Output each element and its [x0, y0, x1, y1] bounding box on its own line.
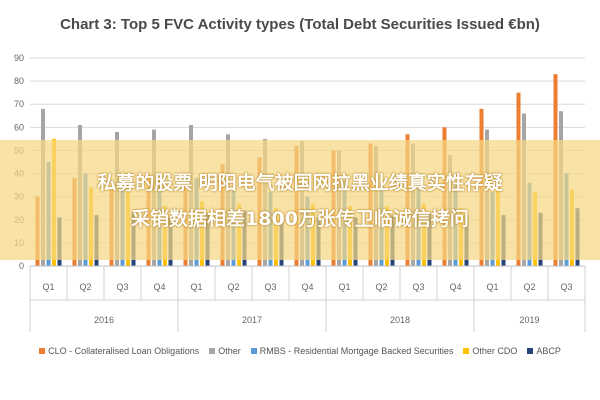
legend-label: Other: [218, 346, 241, 356]
x-tick-label: Q3: [560, 282, 572, 292]
x-group-label: 2018: [390, 315, 410, 325]
legend-swatch: [39, 348, 46, 354]
overlay-headline-line-1: 私募的股票 明阳电气被国网拉黑业绩真实性存疑: [97, 172, 503, 194]
y-tick-label: 80: [14, 76, 24, 86]
x-group-label: 2016: [94, 315, 114, 325]
x-tick-label: Q4: [153, 282, 165, 292]
x-tick-label: Q2: [227, 282, 239, 292]
x-group-label: 2017: [242, 315, 262, 325]
legend-label: Other CDO: [472, 346, 518, 356]
x-tick-label: Q1: [190, 282, 202, 292]
overlay-banner: 私募的股票 明阳电气被国网拉黑业绩真实性存疑 采销数据相差1800万张传卫临诚信…: [0, 140, 600, 260]
legend-item: RMBS - Residential Mortgage Backed Secur…: [250, 346, 454, 356]
x-tick-label: Q3: [412, 282, 424, 292]
legend-item: CLO - Collateralised Loan Obligations: [39, 346, 199, 356]
legend-item: ABCP: [527, 346, 561, 356]
chart-legend: CLO - Collateralised Loan Obligations Oth…: [0, 346, 600, 356]
legend-label: CLO - Collateralised Loan Obligations: [48, 346, 200, 356]
y-tick-label: 0: [19, 261, 24, 271]
x-tick-label: Q3: [264, 282, 276, 292]
y-tick-label: 60: [14, 122, 24, 132]
x-tick-label: Q4: [449, 282, 461, 292]
y-tick-label: 90: [14, 53, 24, 63]
chart-title: Chart 3: Top 5 FVC Activity types (Total…: [60, 16, 540, 33]
x-tick-label: Q1: [486, 282, 498, 292]
legend-label: ABCP: [536, 346, 561, 356]
legend-item: Other CDO: [463, 346, 517, 356]
x-tick-label: Q2: [375, 282, 387, 292]
x-tick-label: Q2: [523, 282, 535, 292]
x-tick-label: Q3: [116, 282, 128, 292]
legend-swatch: [527, 348, 534, 354]
legend-label: RMBS - Residential Mortgage Backed Secur…: [259, 346, 454, 356]
x-tick-label: Q1: [338, 282, 350, 292]
legend-item: Other: [209, 346, 241, 356]
overlay-headline-line-2: 采销数据相差1800万张传卫临诚信拷问: [131, 208, 469, 230]
x-tick-label: Q2: [79, 282, 91, 292]
legend-swatch: [250, 348, 257, 354]
x-tick-label: Q4: [301, 282, 313, 292]
x-tick-label: Q1: [42, 282, 54, 292]
legend-swatch: [463, 348, 470, 354]
y-tick-label: 70: [14, 99, 24, 109]
legend-swatch: [209, 348, 216, 354]
x-group-label: 2019: [519, 315, 539, 325]
